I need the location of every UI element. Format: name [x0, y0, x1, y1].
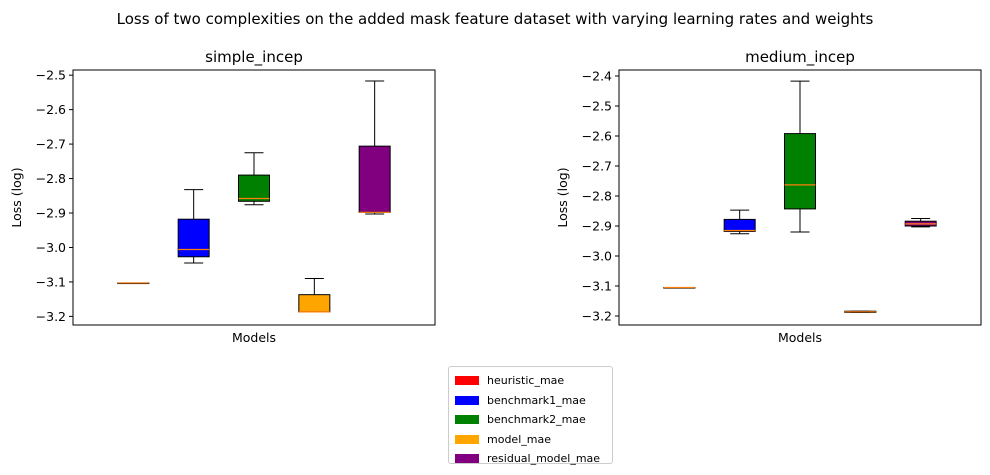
- figure-suptitle: Loss of two complexities on the added ma…: [117, 10, 874, 28]
- axes-frame: [72, 69, 436, 326]
- legend-label-heuristic: heuristic_mae: [487, 374, 565, 388]
- y-tick-label: −2.5: [582, 99, 612, 114]
- y-tick-label: −2.8: [36, 171, 66, 186]
- y-tick-label: −3.2: [36, 309, 66, 324]
- box-benchmark1-mae: [177, 218, 210, 258]
- medium-incep-panel: medium_incep −2.4 −2.5 −2.6 −2.7 −2.8 −2.9 −3.0…: [555, 48, 982, 345]
- y-tick-label: −2.5: [36, 68, 66, 83]
- legend-item-benchmark2: benchmark2_mae: [455, 410, 606, 430]
- box-residual-model-mae: [358, 145, 391, 213]
- legend-label-model: model_mae: [487, 432, 551, 446]
- legend-swatch-benchmark1: [455, 395, 479, 405]
- legend-swatch-model: [455, 434, 479, 444]
- legend-label-benchmark2: benchmark2_mae: [487, 413, 586, 427]
- y-tick-label: −2.7: [582, 159, 612, 174]
- y-tick-label: −2.6: [582, 129, 612, 144]
- y-tick-label: −2.6: [36, 102, 66, 117]
- x-axis-label: Models: [778, 330, 822, 345]
- x-axis-label: Models: [232, 330, 276, 345]
- legend-swatch-benchmark2: [455, 415, 479, 425]
- y-axis-label: Loss (log): [9, 167, 24, 227]
- legend-item-model: model_mae: [455, 430, 606, 450]
- axes-title: simple_incep: [205, 48, 303, 67]
- box-model-mae: [298, 294, 331, 313]
- y-tick-label: −2.7: [36, 137, 66, 152]
- y-tick-label: −3.1: [36, 274, 66, 289]
- legend-label-residual-model: residual_model_mae: [487, 452, 601, 466]
- box-benchmark2-mae: [784, 133, 816, 210]
- y-tick-label: −3.0: [36, 240, 66, 255]
- y-tick-label: −3.0: [582, 249, 612, 264]
- y-axis-label: Loss (log): [555, 167, 570, 227]
- simple-incep-panel: simple_incep −2.5 −2.6 −2.7 −2.8 −2.9 −3.0 −3.1…: [9, 48, 436, 345]
- legend-item-heuristic: heuristic_mae: [455, 371, 606, 391]
- box-benchmark2-mae: [238, 174, 270, 202]
- box-benchmark1-mae: [723, 218, 756, 232]
- legend-label-benchmark1: benchmark1_mae: [487, 393, 586, 407]
- y-tick-label: −3.1: [582, 279, 612, 294]
- y-tick-label: −2.9: [582, 219, 612, 234]
- axes-frame: [618, 69, 982, 326]
- legend: heuristic_mae benchmark1_mae benchmark2_…: [448, 366, 613, 465]
- y-tick-label: −3.2: [582, 309, 612, 324]
- legend-item-benchmark1: benchmark1_mae: [455, 391, 606, 411]
- legend-swatch-residual-model: [455, 454, 479, 464]
- axes-title: medium_incep: [745, 48, 855, 67]
- y-tick-label: −2.4: [582, 69, 612, 84]
- legend-item-residual-model: residual_model_mae: [455, 449, 606, 469]
- legend-swatch-heuristic: [455, 376, 479, 386]
- y-tick-label: −2.9: [36, 206, 66, 221]
- y-tick-label: −2.8: [582, 189, 612, 204]
